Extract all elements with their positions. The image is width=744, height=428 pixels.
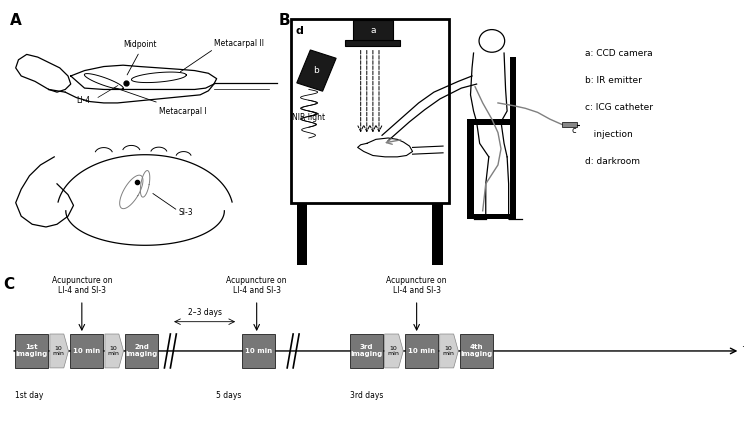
Text: 1st day: 1st day: [15, 391, 43, 400]
Bar: [290, 19, 449, 203]
Bar: [353, 20, 393, 40]
Text: 10 min: 10 min: [245, 348, 272, 354]
Bar: [460, 334, 493, 368]
Bar: [125, 334, 158, 368]
Text: d: darkroom: d: darkroom: [586, 157, 641, 166]
Bar: [15, 334, 48, 368]
Bar: [432, 203, 443, 265]
Text: 3rd
imaging: 3rd imaging: [350, 345, 382, 357]
Text: 10
min: 10 min: [387, 345, 399, 357]
Text: 3rd days: 3rd days: [350, 391, 383, 400]
Bar: [510, 125, 516, 219]
Text: A: A: [10, 12, 22, 27]
Text: Midpoint: Midpoint: [123, 40, 156, 49]
Bar: [562, 122, 577, 127]
Bar: [405, 334, 438, 368]
Polygon shape: [105, 334, 124, 368]
Text: 10
min: 10 min: [442, 345, 454, 357]
Text: 10 min: 10 min: [73, 348, 100, 354]
Text: 1st
imaging: 1st imaging: [16, 345, 48, 357]
Text: injection: injection: [586, 130, 633, 139]
Text: B: B: [278, 12, 290, 27]
Bar: [242, 334, 275, 368]
Text: 10
min: 10 min: [52, 345, 64, 357]
Bar: [510, 57, 516, 125]
Text: 10
min: 10 min: [107, 345, 119, 357]
Bar: [467, 119, 516, 125]
Text: a: CCD camera: a: CCD camera: [586, 49, 652, 58]
Bar: [350, 334, 383, 368]
Polygon shape: [385, 334, 403, 368]
Text: b: b: [313, 66, 319, 75]
Text: 2nd
imaging: 2nd imaging: [126, 345, 158, 357]
Text: Acupuncture on
LI-4 and SI-3: Acupuncture on LI-4 and SI-3: [226, 276, 287, 295]
Bar: [70, 334, 103, 368]
Circle shape: [479, 30, 504, 52]
Polygon shape: [297, 50, 336, 91]
Text: LI-4: LI-4: [77, 96, 90, 105]
Text: d: d: [295, 26, 303, 36]
Text: 5 days: 5 days: [216, 391, 242, 400]
Text: 2–3 days: 2–3 days: [187, 308, 222, 317]
Bar: [297, 203, 307, 265]
Text: Metacarpal II: Metacarpal II: [214, 39, 264, 48]
Text: Time: Time: [743, 346, 744, 356]
Polygon shape: [50, 334, 68, 368]
Polygon shape: [440, 334, 458, 368]
Text: b: IR emitter: b: IR emitter: [586, 76, 642, 85]
Text: c: ICG catheter: c: ICG catheter: [586, 103, 653, 112]
Text: Acupuncture on
LI-4 and SI-3: Acupuncture on LI-4 and SI-3: [386, 276, 447, 295]
Bar: [467, 125, 474, 219]
Text: SI-3: SI-3: [178, 208, 193, 217]
Text: C: C: [4, 277, 15, 292]
Bar: [467, 214, 516, 219]
Text: Acupuncture on
LI-4 and SI-3: Acupuncture on LI-4 and SI-3: [51, 276, 112, 295]
Text: a: a: [371, 26, 376, 35]
Text: 4th
imaging: 4th imaging: [461, 345, 493, 357]
Text: 10 min: 10 min: [408, 348, 435, 354]
Text: NIR light: NIR light: [292, 113, 325, 122]
Text: Metacarpal I: Metacarpal I: [159, 107, 207, 116]
Text: c: c: [571, 125, 576, 134]
Bar: [345, 40, 400, 46]
